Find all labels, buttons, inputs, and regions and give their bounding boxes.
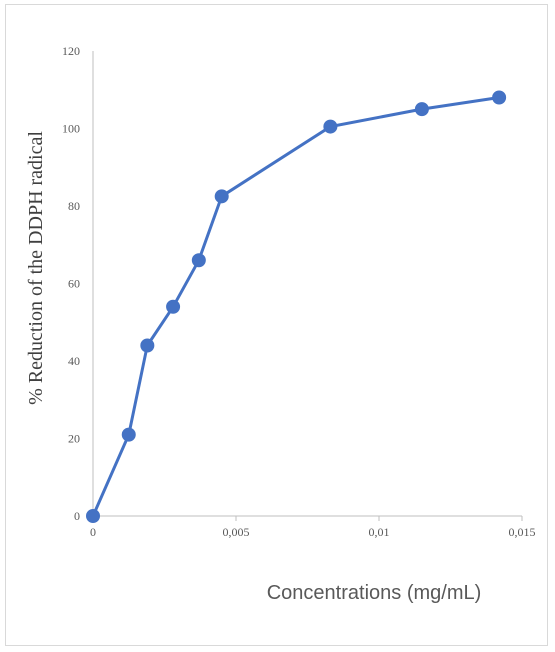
- x-tick-label: 0,005: [223, 525, 250, 539]
- y-tick-label: 0: [74, 509, 80, 523]
- data-point: [140, 338, 155, 353]
- data-point: [86, 509, 100, 523]
- x-axis-ticks: 0 0,005 0,01 0,015: [90, 516, 536, 539]
- data-point: [323, 119, 338, 134]
- y-axis-ticks: 0 20 40 60 80 100 120: [62, 44, 80, 523]
- x-tick-label: 0,015: [509, 525, 536, 539]
- chart-axes: [92, 51, 522, 517]
- data-point: [414, 102, 429, 117]
- y-tick-label: 100: [62, 122, 80, 136]
- data-point: [492, 90, 507, 105]
- y-axis-label: % Reduction of the DDPH radical: [25, 131, 47, 405]
- chart-frame: [5, 4, 548, 646]
- y-tick-label: 60: [68, 277, 80, 291]
- data-point: [166, 299, 181, 314]
- x-axis-label: Concentrations (mg/mL): [267, 582, 482, 604]
- y-tick-label: 20: [68, 432, 80, 446]
- data-point: [191, 253, 206, 268]
- x-tick-label: 0: [90, 525, 96, 539]
- y-tick-label: 80: [68, 199, 80, 213]
- series-group: [86, 90, 507, 523]
- series-line: [91, 96, 500, 517]
- y-tick-label: 120: [62, 44, 80, 58]
- data-point: [214, 189, 229, 204]
- x-tick-label: 0,01: [369, 525, 390, 539]
- y-tick-label: 40: [68, 354, 80, 368]
- data-point: [121, 427, 136, 442]
